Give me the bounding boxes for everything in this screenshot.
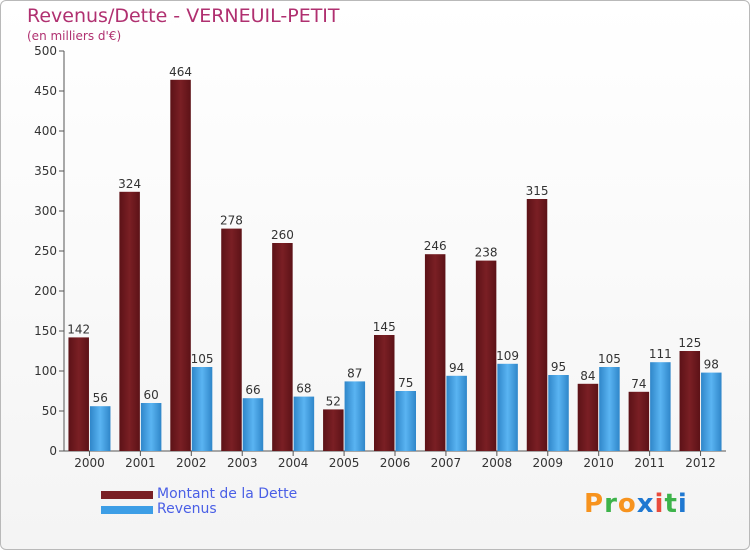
data-label-revenus: 66 xyxy=(245,383,260,397)
y-tick-label: 300 xyxy=(34,204,57,218)
bar-revenus xyxy=(191,367,213,451)
data-label-dette: 324 xyxy=(118,177,141,191)
y-tick-label: 100 xyxy=(34,364,57,378)
data-label-revenus: 60 xyxy=(143,388,158,402)
bar-revenus xyxy=(140,403,162,451)
bar-revenus xyxy=(395,391,416,451)
data-label-dette: 315 xyxy=(526,184,549,198)
bar-revenus xyxy=(701,372,722,451)
bar-revenus xyxy=(242,398,264,451)
data-label-dette: 238 xyxy=(475,246,498,260)
data-label-dette: 246 xyxy=(424,239,447,253)
bar-dette xyxy=(119,191,140,452)
data-label-revenus: 75 xyxy=(398,376,413,390)
bar-revenus xyxy=(89,406,111,451)
x-tick-label: 2008 xyxy=(482,456,513,470)
bar-dette xyxy=(424,254,446,451)
data-label-dette: 74 xyxy=(631,377,646,391)
bar-revenus xyxy=(599,367,620,451)
y-tick-label: 350 xyxy=(34,164,57,178)
logo-letter: P xyxy=(584,489,605,519)
x-tick-label: 2012 xyxy=(685,456,716,470)
x-tick-label: 2005 xyxy=(329,456,360,470)
bar-revenus xyxy=(344,381,366,451)
chart-title: Revenus/Dette - VERNEUIL-PETIT xyxy=(27,5,340,27)
data-label-revenus: 105 xyxy=(191,352,214,366)
data-label-revenus: 94 xyxy=(449,361,464,375)
bar-dette xyxy=(526,199,548,451)
data-label-dette: 260 xyxy=(271,228,294,242)
x-tick-label: 2006 xyxy=(380,456,411,470)
x-tick-label: 2007 xyxy=(431,456,462,470)
y-tick-label: 500 xyxy=(34,44,57,58)
data-label-revenus: 105 xyxy=(598,352,621,366)
data-label-dette: 125 xyxy=(678,336,701,350)
data-label-revenus: 87 xyxy=(347,366,362,380)
data-label-dette: 142 xyxy=(67,322,90,336)
bar-dette xyxy=(475,260,497,451)
legend-label-revenus: Revenus xyxy=(157,501,217,517)
bar-dette xyxy=(323,409,344,451)
logo-letter: o xyxy=(617,489,637,519)
logo-letter: t xyxy=(664,489,678,519)
bar-revenus xyxy=(497,363,518,451)
bar-dette xyxy=(628,391,650,451)
x-tick-label: 2001 xyxy=(125,456,156,470)
y-tick-label: 150 xyxy=(34,324,57,338)
data-label-revenus: 56 xyxy=(93,391,108,405)
x-tick-label: 2003 xyxy=(227,456,258,470)
legend-swatch-revenus xyxy=(101,506,153,514)
bar-dette xyxy=(679,351,701,451)
data-label-dette: 145 xyxy=(373,320,396,334)
y-tick-label: 50 xyxy=(42,404,57,418)
bar-dette xyxy=(68,337,89,451)
bar-revenus xyxy=(548,375,569,451)
data-label-dette: 84 xyxy=(580,369,595,383)
chart-subtitle: (en milliers d'€) xyxy=(27,29,122,43)
legend-label-dette: Montant de la Dette xyxy=(157,486,298,502)
data-label-revenus: 68 xyxy=(296,382,311,396)
x-tick-label: 2011 xyxy=(634,456,665,470)
data-label-dette: 278 xyxy=(220,214,243,228)
bar-revenus xyxy=(293,396,315,451)
logo-letter: r xyxy=(604,489,618,519)
bar-revenus xyxy=(650,362,671,451)
bar-dette xyxy=(272,243,293,451)
y-tick-label: 400 xyxy=(34,124,57,138)
legend-swatch-dette xyxy=(101,491,153,499)
x-tick-label: 2000 xyxy=(74,456,105,470)
data-label-revenus: 98 xyxy=(704,358,719,372)
logo-letter: i xyxy=(677,489,688,519)
y-tick-label: 250 xyxy=(34,244,57,258)
bar-dette xyxy=(577,383,599,451)
data-label-revenus: 111 xyxy=(649,347,672,361)
bar-dette xyxy=(374,335,395,451)
y-tick-label: 450 xyxy=(34,84,57,98)
data-label-dette: 52 xyxy=(326,394,341,408)
data-label-revenus: 109 xyxy=(496,349,519,363)
logo-letter: i xyxy=(654,489,665,519)
y-tick-label: 0 xyxy=(49,444,57,458)
y-tick-label: 200 xyxy=(34,284,57,298)
x-tick-label: 2004 xyxy=(278,456,309,470)
bar-dette xyxy=(221,228,242,451)
x-tick-label: 2010 xyxy=(583,456,614,470)
proxiti-logo: Proxiti xyxy=(584,489,688,519)
x-tick-label: 2009 xyxy=(532,456,563,470)
logo-letter: x xyxy=(636,489,655,519)
data-label-revenus: 95 xyxy=(551,360,566,374)
bar-revenus xyxy=(446,375,467,451)
x-tick-label: 2002 xyxy=(176,456,207,470)
data-label-dette: 464 xyxy=(169,65,192,79)
bar-dette xyxy=(170,79,191,452)
